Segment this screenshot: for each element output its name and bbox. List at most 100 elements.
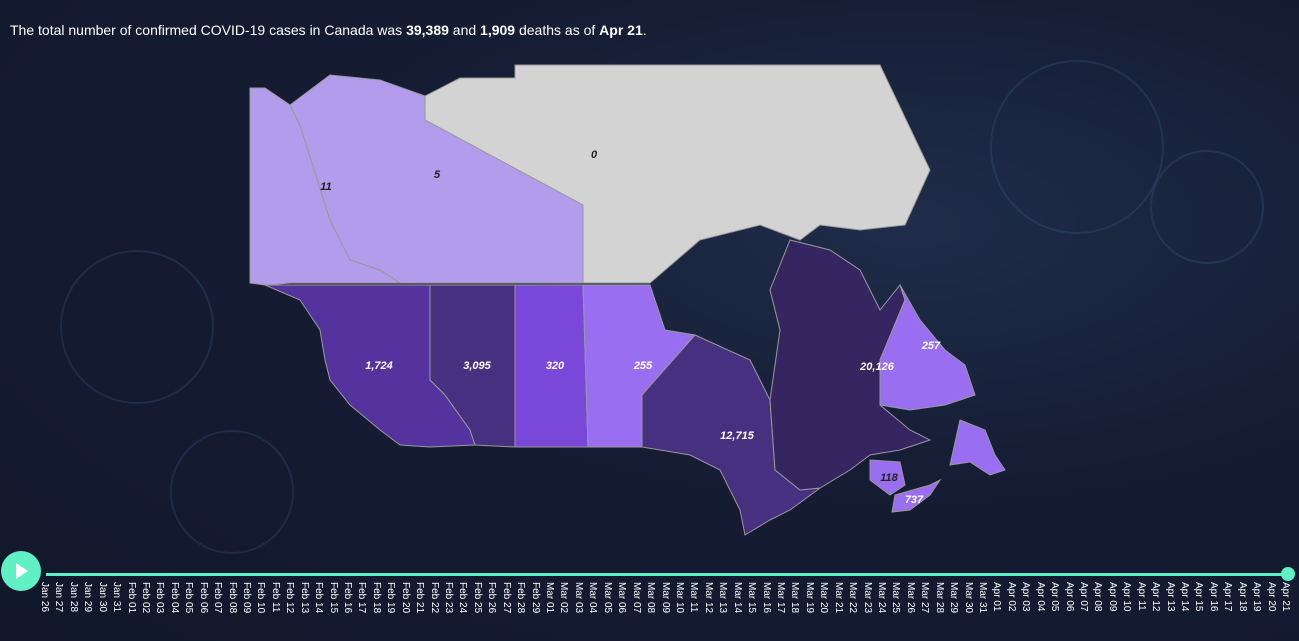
timeline-date-tick[interactable]: Apr 05 [1049,580,1062,640]
timeline-date-tick[interactable]: Jan 31 [111,580,124,640]
timeline-date-label: Jan 26 [39,582,50,613]
timeline-date-tick[interactable]: Feb 24 [457,580,470,640]
timeline-date-tick[interactable]: Feb 25 [472,580,485,640]
timeline-date-tick[interactable]: Feb 14 [313,580,326,640]
timeline-date-tick[interactable]: Apr 19 [1251,580,1264,640]
timeline-date-tick[interactable]: Mar 30 [963,580,976,640]
province-northwest-territories[interactable] [289,74,584,284]
timeline-date-tick[interactable]: Feb 22 [429,580,442,640]
timeline-date-tick[interactable]: Mar 02 [558,580,571,640]
timeline-date-tick[interactable]: Mar 01 [544,580,557,640]
timeline-date-tick[interactable]: Mar 03 [573,580,586,640]
timeline-date-tick[interactable]: Apr 02 [1006,580,1019,640]
timeline-date-tick[interactable]: Feb 09 [241,580,254,640]
timeline-date-tick[interactable]: Apr 04 [1035,580,1048,640]
timeline-date-tick[interactable]: Mar 22 [847,580,860,640]
timeline-date-tick[interactable]: Feb 11 [270,580,283,640]
timeline-date-label: Mar 29 [948,582,960,614]
timeline-date-tick[interactable]: Apr 10 [1121,580,1134,640]
timeline-date-tick[interactable]: Mar 26 [905,580,918,640]
timeline-date-tick[interactable]: Apr 08 [1092,580,1105,640]
timeline-date-tick[interactable]: Apr 13 [1165,580,1178,640]
timeline-date-tick[interactable]: Feb 27 [501,580,514,640]
timeline-date-label: Feb 21 [414,582,426,614]
timeline-date-tick[interactable]: Feb 10 [255,580,268,640]
timeline-date-tick[interactable]: Mar 18 [789,580,802,640]
timeline-date-tick[interactable]: Mar 24 [876,580,889,640]
timeline-date-tick[interactable]: Apr 12 [1150,580,1163,640]
timeline-date-tick[interactable]: Mar 11 [688,580,701,640]
timeline-date-tick[interactable]: Feb 20 [400,580,413,640]
timeline-date-tick[interactable]: Mar 25 [890,580,903,640]
timeline-date-tick[interactable]: Feb 23 [443,580,456,640]
timeline-date-tick[interactable]: Mar 19 [804,580,817,640]
timeline-date-tick[interactable]: Mar 12 [703,580,716,640]
timeline-date-tick[interactable]: Feb 13 [299,580,312,640]
timeline-date-tick[interactable]: Mar 27 [919,580,932,640]
timeline-slider-track[interactable] [46,573,1288,576]
timeline-date-tick[interactable]: Apr 15 [1193,580,1206,640]
timeline-date-tick[interactable]: Apr 03 [1020,580,1033,640]
timeline-date-tick[interactable]: Apr 09 [1107,580,1120,640]
timeline-date-tick[interactable]: Feb 28 [515,580,528,640]
timeline-date-tick[interactable]: Mar 16 [761,580,774,640]
timeline-date-tick[interactable]: Feb 15 [328,580,341,640]
province-quebec[interactable] [769,239,932,491]
timeline-date-tick[interactable]: Feb 17 [356,580,369,640]
timeline-date-tick[interactable]: Feb 29 [530,580,543,640]
timeline-date-tick[interactable]: Jan 27 [53,580,66,640]
timeline-date-tick[interactable]: Apr 14 [1179,580,1192,640]
timeline-date-tick[interactable]: Jan 29 [82,580,95,640]
timeline-date-tick[interactable]: Mar 05 [602,580,615,640]
timeline-date-tick[interactable]: Jan 26 [39,580,52,640]
timeline-date-tick[interactable]: Mar 07 [631,580,644,640]
timeline-date-tick[interactable]: Apr 17 [1222,580,1235,640]
timeline-date-tick[interactable]: Jan 28 [68,580,81,640]
timeline-date-tick[interactable]: Apr 20 [1266,580,1279,640]
timeline-date-tick[interactable]: Feb 26 [486,580,499,640]
timeline-date-tick[interactable]: Apr 18 [1237,580,1250,640]
timeline-date-tick[interactable]: Jan 30 [97,580,110,640]
timeline-date-tick[interactable]: Feb 21 [414,580,427,640]
province-nova-scotia[interactable] [891,478,942,513]
timeline-date-tick[interactable]: Mar 29 [948,580,961,640]
province-new-brunswick[interactable] [869,459,906,496]
timeline-date-tick[interactable]: Mar 15 [746,580,759,640]
timeline-date-tick[interactable]: Feb 01 [126,580,139,640]
province-newfoundland-labrador[interactable] [879,284,1006,476]
timeline-date-tick[interactable]: Apr 06 [1064,580,1077,640]
timeline-date-tick[interactable]: Feb 19 [385,580,398,640]
timeline-date-tick[interactable]: Mar 10 [674,580,687,640]
timeline-date-tick[interactable]: Apr 21 [1280,580,1293,640]
timeline-date-tick[interactable]: Mar 31 [977,580,990,640]
timeline-date-tick[interactable]: Mar 23 [862,580,875,640]
timeline-date-tick[interactable]: Feb 08 [227,580,240,640]
headline-end: . [642,22,647,38]
timeline-date-tick[interactable]: Feb 12 [284,580,297,640]
timeline-date-tick[interactable]: Feb 05 [183,580,196,640]
play-button[interactable] [1,551,41,591]
timeline-date-tick[interactable]: Mar 06 [616,580,629,640]
timeline-date-label: Feb 05 [183,582,195,614]
timeline-date-tick[interactable]: Mar 04 [587,580,600,640]
timeline-date-tick[interactable]: Mar 20 [818,580,831,640]
timeline-date-tick[interactable]: Feb 04 [169,580,182,640]
timeline-slider-thumb[interactable] [1281,567,1295,581]
timeline-date-tick[interactable]: Mar 21 [833,580,846,640]
timeline-date-tick[interactable]: Apr 11 [1136,580,1149,640]
timeline-date-tick[interactable]: Apr 16 [1208,580,1221,640]
timeline-date-tick[interactable]: Mar 13 [717,580,730,640]
timeline-date-tick[interactable]: Feb 02 [140,580,153,640]
timeline-date-tick[interactable]: Mar 28 [934,580,947,640]
timeline-date-tick[interactable]: Feb 07 [212,580,225,640]
timeline-date-tick[interactable]: Feb 18 [371,580,384,640]
timeline-date-tick[interactable]: Mar 09 [660,580,673,640]
timeline-date-tick[interactable]: Feb 16 [342,580,355,640]
timeline-date-tick[interactable]: Feb 06 [198,580,211,640]
timeline-date-tick[interactable]: Apr 07 [1078,580,1091,640]
timeline-date-tick[interactable]: Apr 01 [991,580,1004,640]
timeline-date-tick[interactable]: Feb 03 [154,580,167,640]
timeline-date-tick[interactable]: Mar 08 [645,580,658,640]
timeline-date-tick[interactable]: Mar 17 [775,580,788,640]
timeline-date-tick[interactable]: Mar 14 [732,580,745,640]
